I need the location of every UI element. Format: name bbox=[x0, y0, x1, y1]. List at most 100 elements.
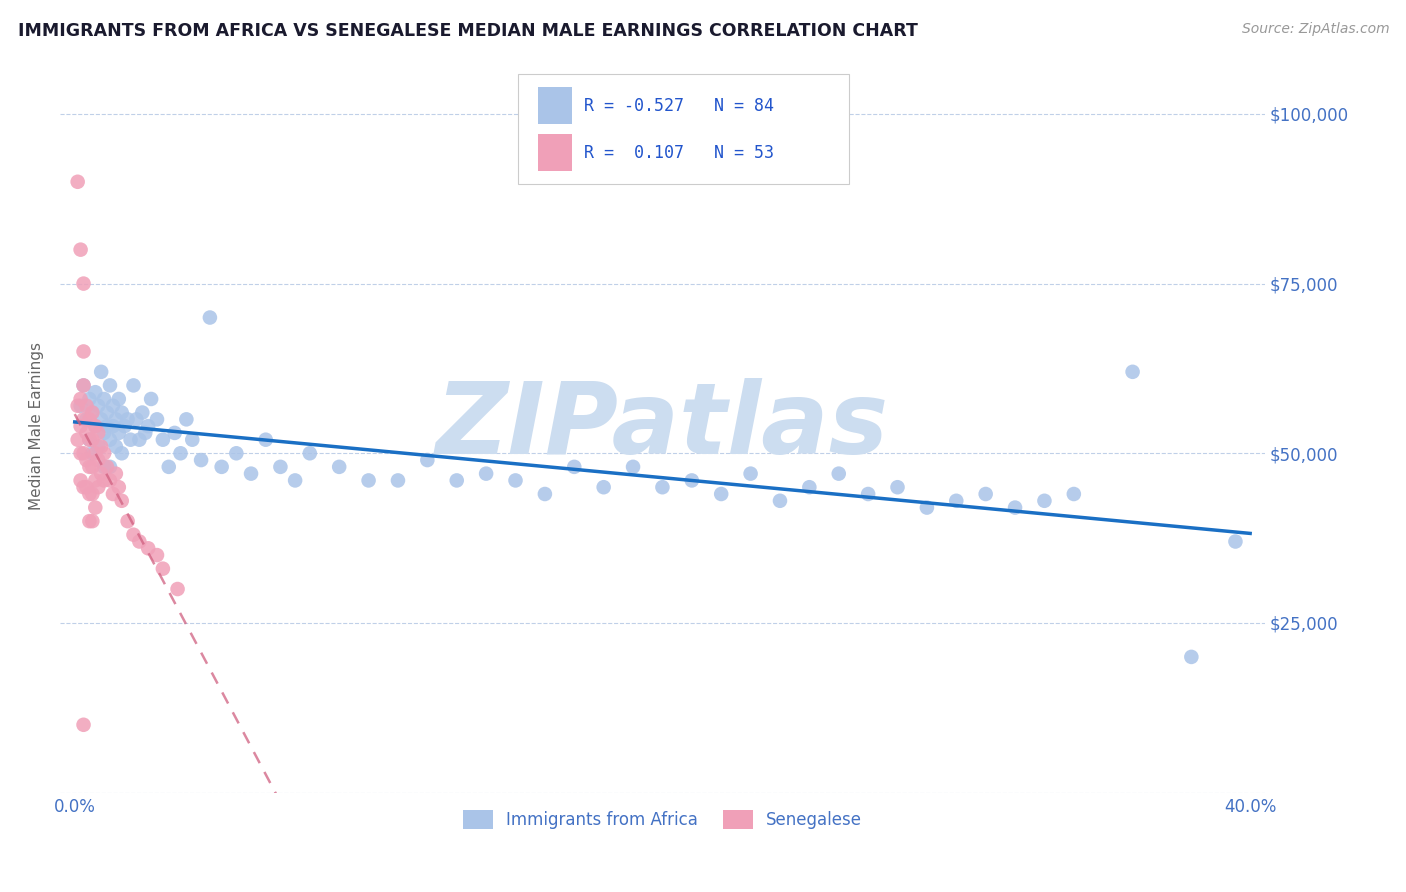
Point bbox=[72, 344, 94, 359]
Point bbox=[79, 487, 101, 501]
Point bbox=[298, 446, 321, 460]
Point bbox=[98, 459, 121, 474]
Point bbox=[69, 392, 91, 406]
Point bbox=[166, 582, 188, 596]
Point bbox=[98, 474, 121, 488]
Point bbox=[211, 459, 233, 474]
Point bbox=[799, 480, 821, 494]
Point bbox=[90, 440, 112, 454]
Point bbox=[169, 446, 191, 460]
Point bbox=[134, 425, 156, 440]
Point bbox=[72, 378, 94, 392]
Point bbox=[505, 474, 527, 488]
Point bbox=[90, 412, 112, 426]
Point bbox=[416, 453, 439, 467]
Point bbox=[82, 406, 104, 420]
Point bbox=[72, 446, 94, 460]
Point bbox=[114, 419, 136, 434]
Point bbox=[562, 459, 585, 474]
Point bbox=[475, 467, 498, 481]
Bar bbox=[538, 135, 572, 171]
Point bbox=[87, 480, 110, 494]
Point bbox=[84, 385, 107, 400]
Point bbox=[915, 500, 938, 515]
Point bbox=[84, 500, 107, 515]
Text: IMMIGRANTS FROM AFRICA VS SENEGALESE MEDIAN MALE EARNINGS CORRELATION CHART: IMMIGRANTS FROM AFRICA VS SENEGALESE MED… bbox=[18, 22, 918, 40]
Point bbox=[107, 392, 129, 406]
Point bbox=[96, 459, 118, 474]
Point bbox=[84, 419, 107, 434]
Point bbox=[72, 378, 94, 392]
Point bbox=[79, 392, 101, 406]
Point bbox=[66, 433, 89, 447]
Point bbox=[240, 467, 263, 481]
Point bbox=[72, 277, 94, 291]
Point bbox=[96, 419, 118, 434]
Point bbox=[146, 412, 169, 426]
FancyBboxPatch shape bbox=[517, 74, 849, 185]
Point bbox=[328, 459, 350, 474]
Text: ZIPatlas: ZIPatlas bbox=[436, 377, 889, 475]
Point bbox=[974, 487, 997, 501]
Point bbox=[131, 406, 153, 420]
Point bbox=[128, 534, 150, 549]
Point bbox=[76, 412, 98, 426]
Point bbox=[76, 453, 98, 467]
Point bbox=[76, 399, 98, 413]
Point bbox=[122, 378, 145, 392]
Point bbox=[122, 527, 145, 541]
Point bbox=[104, 467, 127, 481]
Point bbox=[152, 433, 174, 447]
Bar bbox=[538, 87, 572, 124]
Point bbox=[856, 487, 879, 501]
Point bbox=[111, 446, 134, 460]
Point bbox=[82, 487, 104, 501]
Point bbox=[269, 459, 291, 474]
Text: Source: ZipAtlas.com: Source: ZipAtlas.com bbox=[1241, 22, 1389, 37]
Point bbox=[621, 459, 644, 474]
Point bbox=[96, 406, 118, 420]
Point bbox=[176, 412, 198, 426]
Point bbox=[190, 453, 212, 467]
Point bbox=[101, 399, 124, 413]
Point bbox=[66, 399, 89, 413]
Point bbox=[93, 392, 115, 406]
Point bbox=[90, 365, 112, 379]
Point bbox=[357, 474, 380, 488]
Point bbox=[79, 412, 101, 426]
Point bbox=[111, 493, 134, 508]
Point bbox=[69, 399, 91, 413]
Point bbox=[651, 480, 673, 494]
Point bbox=[592, 480, 614, 494]
Point bbox=[72, 718, 94, 732]
Text: R = -0.527   N = 84: R = -0.527 N = 84 bbox=[583, 97, 775, 115]
Point bbox=[87, 399, 110, 413]
Point bbox=[98, 433, 121, 447]
Point bbox=[104, 412, 127, 426]
Point bbox=[93, 459, 115, 474]
Point bbox=[84, 419, 107, 434]
Point bbox=[84, 474, 107, 488]
Point bbox=[79, 459, 101, 474]
Point bbox=[446, 474, 468, 488]
Point bbox=[198, 310, 221, 325]
Point bbox=[1122, 365, 1144, 379]
Point bbox=[828, 467, 851, 481]
Point bbox=[157, 459, 180, 474]
Point bbox=[69, 419, 91, 434]
Point bbox=[101, 487, 124, 501]
Point bbox=[76, 480, 98, 494]
Point bbox=[87, 440, 110, 454]
Point bbox=[93, 425, 115, 440]
Text: R =  0.107   N = 53: R = 0.107 N = 53 bbox=[583, 144, 775, 161]
Point bbox=[120, 433, 142, 447]
Point bbox=[1063, 487, 1085, 501]
Point bbox=[98, 378, 121, 392]
Point bbox=[79, 433, 101, 447]
Point bbox=[125, 412, 148, 426]
Point bbox=[79, 433, 101, 447]
Point bbox=[72, 480, 94, 494]
Point bbox=[107, 425, 129, 440]
Point bbox=[886, 480, 908, 494]
Point bbox=[76, 425, 98, 440]
